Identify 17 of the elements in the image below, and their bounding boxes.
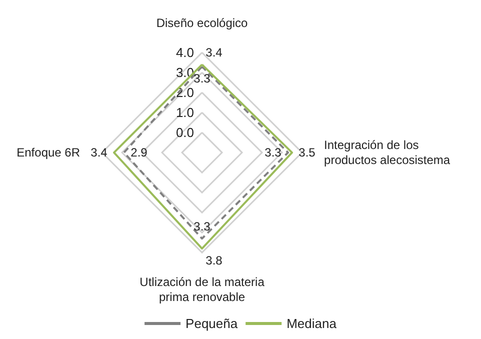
spoke-label: Utlización de la materia prima renovable — [140, 275, 265, 304]
data-label: 3.4 — [206, 46, 223, 60]
data-label: 3.4 — [90, 146, 108, 160]
data-label: 3.8 — [206, 254, 223, 268]
data-label: 3.3 — [264, 146, 282, 160]
legend-label: Pequeña — [186, 316, 238, 331]
data-label: 2.9 — [130, 146, 148, 160]
y-tick-label: 4.0 — [176, 45, 194, 60]
legend-label: Mediana — [286, 316, 338, 331]
spoke-label: Enfoque 6R — [16, 146, 80, 160]
data-label: 3.5 — [298, 146, 316, 160]
data-label: 3.3 — [194, 220, 211, 234]
spoke-label: Integración de los productos alecosistema — [324, 138, 450, 168]
y-tick-label: 0.0 — [176, 125, 194, 140]
data-label: 3.3 — [194, 72, 211, 86]
y-tick-label: 1.0 — [176, 105, 194, 120]
spoke-label: Diseño ecológico — [156, 16, 248, 30]
